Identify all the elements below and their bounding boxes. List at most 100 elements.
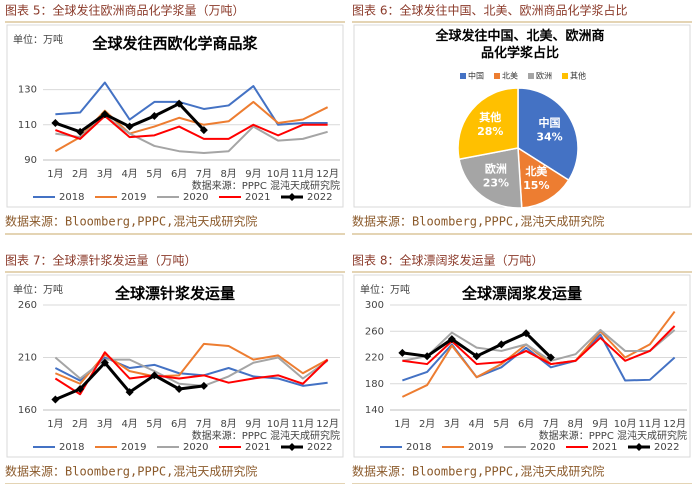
unit-label: 单位：万吨 bbox=[13, 33, 63, 46]
source-note: 数据来源：PPPC 混沌天成研究院 bbox=[539, 429, 687, 442]
legend-label: 2019 bbox=[468, 442, 493, 453]
x-tick-label: 7月 bbox=[196, 168, 212, 180]
slice-value: 34% bbox=[536, 131, 562, 144]
legend-label: 2021 bbox=[245, 442, 270, 453]
x-tick-label: 4月 bbox=[121, 168, 137, 180]
x-tick-label: 7月 bbox=[543, 418, 559, 430]
figure-caption: 图表 7：全球漂针浆发运量（万吨） bbox=[5, 253, 196, 268]
x-tick-label: 6月 bbox=[171, 168, 187, 180]
x-tick-label: 10月 bbox=[267, 168, 290, 180]
slice-value: 23% bbox=[483, 176, 509, 189]
legend-label: 2018 bbox=[406, 442, 431, 453]
series-line bbox=[402, 325, 676, 366]
x-tick-label: 5月 bbox=[146, 168, 162, 180]
y-tick-label: 220 bbox=[365, 353, 384, 364]
point-marker bbox=[100, 358, 109, 367]
x-tick-label: 3月 bbox=[444, 418, 460, 430]
x-tick-label: 10月 bbox=[614, 418, 637, 430]
chart-frame bbox=[353, 274, 691, 458]
x-tick-label: 8月 bbox=[567, 418, 583, 430]
slice-label: 北美 bbox=[525, 164, 548, 178]
figure-source: 数据来源：Bloomberg,PPPC,混沌天成研究院 bbox=[352, 214, 604, 229]
x-tick-label: 12月 bbox=[316, 168, 339, 180]
series-line bbox=[55, 115, 328, 140]
x-tick-label: 3月 bbox=[97, 418, 113, 430]
legend-label: 2021 bbox=[592, 442, 617, 453]
point-marker bbox=[472, 352, 481, 361]
point-marker bbox=[76, 385, 85, 393]
chart-frame bbox=[6, 24, 344, 208]
legend-label: 2019 bbox=[121, 442, 146, 453]
x-tick-label: 3月 bbox=[97, 168, 113, 180]
chart-title: 全球发往中国、北美、欧洲商品化学浆占比 bbox=[435, 29, 605, 61]
legend-swatch bbox=[562, 73, 568, 79]
chart-title: 全球发往西欧化学商品浆 bbox=[91, 35, 258, 53]
slice-value: 28% bbox=[477, 125, 503, 138]
point-marker bbox=[76, 127, 85, 136]
x-tick-label: 4月 bbox=[121, 418, 137, 430]
x-tick-label: 8月 bbox=[220, 418, 236, 430]
y-tick-label: 110 bbox=[18, 120, 37, 131]
x-tick-label: 2月 bbox=[72, 418, 88, 430]
figure-source: 数据来源：Bloomberg,PPPC,混沌天成研究院 bbox=[5, 464, 257, 479]
y-tick-label: 180 bbox=[365, 379, 384, 390]
y-tick-label: 140 bbox=[365, 405, 384, 416]
legend-label: 欧洲 bbox=[536, 71, 552, 81]
x-tick-label: 9月 bbox=[245, 168, 261, 180]
x-tick-label: 6月 bbox=[171, 418, 187, 430]
point-marker bbox=[125, 388, 134, 397]
pie-slice bbox=[457, 87, 519, 161]
point-marker bbox=[150, 112, 159, 120]
point-marker bbox=[199, 126, 208, 135]
point-marker bbox=[199, 381, 208, 390]
y-tick-label: 260 bbox=[18, 300, 37, 311]
x-tick-label: 8月 bbox=[220, 168, 236, 180]
legend-swatch bbox=[494, 73, 500, 79]
legend-label: 2019 bbox=[121, 192, 146, 203]
pie-slice bbox=[517, 146, 570, 209]
x-tick-label: 5月 bbox=[146, 418, 162, 430]
legend-label: 2022 bbox=[307, 442, 332, 453]
slice-value: 15% bbox=[523, 179, 549, 192]
point-marker bbox=[497, 340, 506, 349]
legend-label: 2020 bbox=[183, 442, 208, 453]
legend-label: 2018 bbox=[59, 442, 84, 453]
chart-title: 全球漂阔浆发运量 bbox=[461, 285, 582, 303]
pie-slice bbox=[458, 147, 523, 209]
x-tick-label: 9月 bbox=[592, 418, 608, 430]
x-tick-label: 5月 bbox=[493, 418, 509, 430]
slice-label: 中国 bbox=[539, 116, 561, 130]
slice-label: 其他 bbox=[479, 110, 501, 124]
y-tick-label: 130 bbox=[18, 85, 37, 96]
x-tick-label: 11月 bbox=[292, 418, 315, 430]
legend-marker bbox=[288, 193, 296, 201]
legend-swatch bbox=[460, 73, 466, 79]
x-tick-label: 11月 bbox=[292, 168, 315, 180]
x-tick-label: 1月 bbox=[394, 418, 410, 430]
x-tick-label: 12月 bbox=[663, 418, 686, 430]
point-marker bbox=[522, 329, 531, 338]
point-marker bbox=[398, 348, 407, 357]
legend-label: 其他 bbox=[570, 71, 586, 81]
x-tick-label: 1月 bbox=[47, 418, 63, 430]
series-line bbox=[54, 100, 329, 153]
legend-label: 中国 bbox=[468, 71, 484, 81]
point-marker bbox=[423, 352, 432, 361]
y-tick-label: 300 bbox=[365, 300, 384, 311]
slice-label: 欧洲 bbox=[485, 161, 507, 175]
chart-title-box: 全球发往中国、北美、欧洲商品化学浆占比 bbox=[435, 29, 605, 61]
figure-source: 数据来源：Bloomberg,PPPC,混沌天成研究院 bbox=[352, 464, 604, 479]
source-note: 数据来源：PPPC 混沌天成研究院 bbox=[192, 179, 340, 192]
x-tick-label: 4月 bbox=[468, 418, 484, 430]
legend-label: 2021 bbox=[245, 192, 270, 203]
figure-caption: 图表 5：全球发往欧洲商品化学浆量（万吨） bbox=[5, 3, 244, 18]
x-tick-label: 1月 bbox=[47, 168, 63, 180]
point-marker bbox=[447, 335, 456, 344]
y-tick-label: 90 bbox=[24, 155, 37, 166]
series-line bbox=[54, 351, 329, 396]
x-tick-label: 6月 bbox=[518, 418, 534, 430]
point-marker bbox=[51, 119, 60, 128]
legend-label: 2022 bbox=[654, 442, 679, 453]
chart-frame bbox=[6, 274, 344, 458]
y-tick-label: 210 bbox=[18, 353, 37, 364]
